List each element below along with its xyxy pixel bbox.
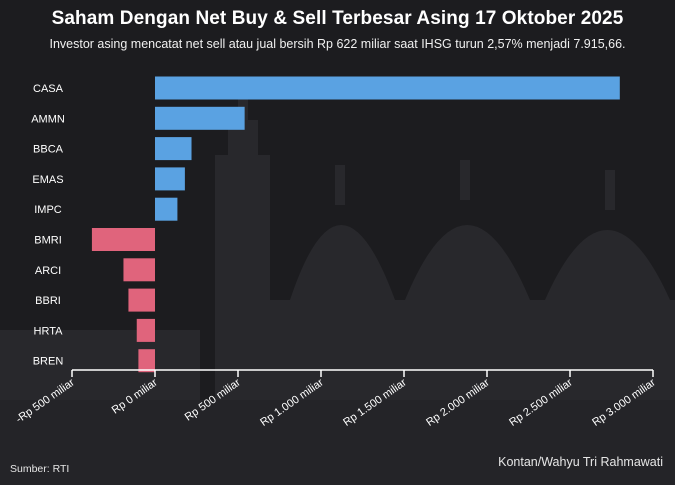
bar-casa	[155, 76, 620, 100]
bar-ammn	[155, 106, 245, 130]
category-label-casa: CASA	[33, 83, 64, 95]
bar-hrta	[136, 318, 155, 342]
x-tick-label: Rp 2.500 miliar	[507, 376, 575, 428]
category-label-bren: BREN	[33, 356, 64, 368]
category-label-bbca: BBCA	[33, 144, 64, 156]
x-tick-label: Rp 1.000 miliar	[258, 376, 326, 428]
bar-impc	[155, 197, 178, 221]
bar-bmri	[91, 228, 155, 251]
x-tick-label: Rp 2.000 miliar	[424, 376, 492, 428]
category-label-bbri: BBRI	[35, 295, 61, 307]
x-tick-label: Rp 3.000 miliar	[590, 376, 658, 428]
x-tick-label: Rp 1.500 miliar	[341, 376, 409, 428]
chart-subtitle: Investor asing mencatat net sell atau ju…	[49, 37, 626, 51]
category-label-impc: IMPC	[34, 204, 62, 216]
category-label-bmri: BMRI	[34, 235, 62, 247]
category-label-hrta: HRTA	[34, 325, 64, 337]
credit-note: Kontan/Wahyu Tri Rahmawati	[498, 455, 663, 469]
bar-arci	[123, 258, 155, 282]
chart-title: Saham Dengan Net Buy & Sell Terbesar Asi…	[51, 8, 624, 29]
bar-bbca	[155, 137, 192, 161]
bar-bbri	[128, 288, 155, 312]
bar-bren	[138, 349, 155, 373]
x-tick-label: Rp 0 miliar	[110, 376, 160, 416]
category-label-ammn: AMMN	[31, 113, 65, 125]
category-label-emas: EMAS	[32, 174, 63, 186]
category-label-arci: ARCI	[35, 265, 61, 277]
source-note: Sumber: RTI	[10, 463, 70, 475]
x-tick-label: -Rp 500 miliar	[14, 376, 77, 425]
x-tick-label: Rp 500 miliar	[183, 376, 243, 423]
bar-emas	[155, 167, 185, 191]
